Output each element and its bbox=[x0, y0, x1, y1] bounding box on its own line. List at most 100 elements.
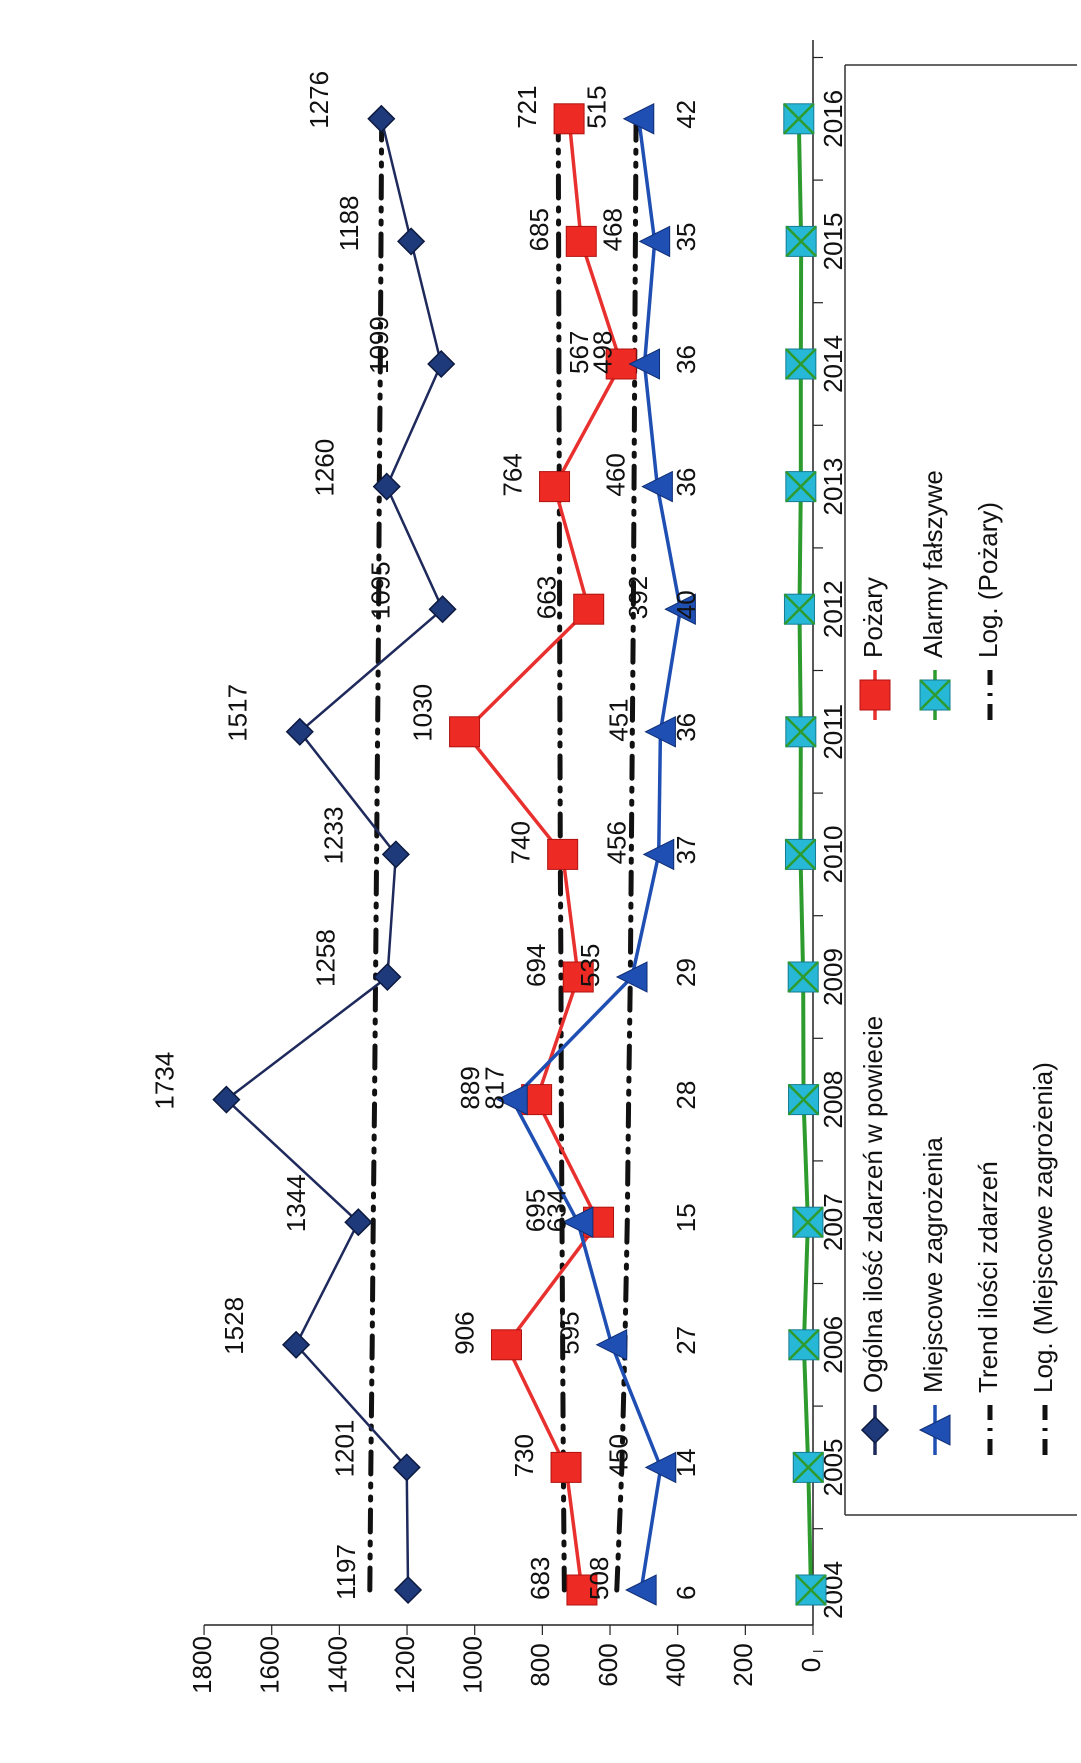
diamond-marker bbox=[367, 104, 396, 133]
data-label: 1258 bbox=[310, 929, 340, 987]
category-tick-label: 2008 bbox=[818, 1071, 848, 1129]
square-marker bbox=[539, 471, 571, 503]
legend-item-label: Log. (Miejscowe zagrożenia) bbox=[1028, 1062, 1058, 1393]
trend-line bbox=[555, 116, 567, 1593]
data-label: 634 bbox=[541, 1189, 571, 1232]
triangle-marker bbox=[615, 961, 648, 993]
data-label: 1260 bbox=[310, 439, 340, 497]
data-label: 1095 bbox=[365, 561, 395, 619]
category-tick-label: 2009 bbox=[818, 948, 848, 1006]
data-label: 695 bbox=[521, 1189, 551, 1232]
diamond-marker bbox=[373, 962, 402, 992]
data-label: 663 bbox=[532, 576, 562, 619]
xsquare-marker-cross bbox=[787, 961, 820, 993]
xsquare-marker-cross bbox=[784, 715, 817, 748]
trend-line bbox=[367, 116, 385, 1593]
legend-item-label: Alarmy fałszywe bbox=[918, 470, 948, 658]
data-label: 1517 bbox=[223, 684, 253, 742]
data-label: 392 bbox=[623, 576, 653, 619]
data-label: 468 bbox=[598, 208, 628, 251]
data-label: 498 bbox=[587, 331, 617, 374]
data-label: 1528 bbox=[219, 1297, 249, 1355]
diamond-marker bbox=[860, 1415, 890, 1445]
data-label: 906 bbox=[449, 1311, 479, 1354]
data-label: 15 bbox=[671, 1203, 701, 1232]
triangle-marker bbox=[628, 348, 661, 380]
diamond-marker bbox=[344, 1208, 373, 1237]
xsquare-marker-cross bbox=[787, 1328, 820, 1361]
triangle-marker bbox=[638, 225, 671, 258]
data-label: 1099 bbox=[364, 316, 394, 374]
legend-item-label: Miejscowe zagrożenia bbox=[918, 1137, 948, 1393]
square-marker bbox=[562, 961, 594, 993]
square-marker bbox=[859, 679, 891, 711]
data-label: 27 bbox=[671, 1326, 701, 1355]
data-label: 1197 bbox=[331, 1544, 361, 1600]
diamond-marker bbox=[285, 717, 314, 746]
xsquare-marker-cross bbox=[782, 102, 815, 135]
triangle-marker bbox=[595, 1328, 628, 1361]
triangle-marker bbox=[641, 470, 673, 503]
data-label: 515 bbox=[582, 85, 612, 128]
data-label: 460 bbox=[600, 453, 630, 496]
category-tick-label: 2015 bbox=[818, 212, 848, 270]
data-label: 36 bbox=[671, 468, 701, 497]
data-label: 14 bbox=[671, 1448, 701, 1477]
data-label: 721 bbox=[512, 85, 542, 128]
diamond-marker bbox=[397, 227, 426, 256]
data-label: 889 bbox=[455, 1066, 485, 1109]
diamond-marker bbox=[282, 1330, 311, 1359]
triangle-marker bbox=[642, 838, 675, 871]
category-tick-label: 2010 bbox=[818, 825, 848, 883]
data-label: 37 bbox=[671, 835, 701, 864]
square-marker bbox=[565, 225, 597, 257]
square-marker bbox=[547, 838, 579, 870]
data-label: 29 bbox=[671, 958, 701, 987]
triangle-marker bbox=[644, 1451, 677, 1484]
data-label: 683 bbox=[525, 1557, 555, 1600]
data-label: 28 bbox=[671, 1081, 701, 1110]
data-label: 36 bbox=[671, 713, 701, 742]
data-label: 535 bbox=[575, 944, 605, 987]
data-label: 42 bbox=[671, 100, 701, 129]
triangle-marker bbox=[918, 1414, 951, 1446]
data-label: 1201 bbox=[330, 1420, 360, 1478]
data-label: 508 bbox=[584, 1557, 614, 1600]
legend-item-label: Ogólna ilość zdarzeń w powiecie bbox=[858, 1016, 888, 1393]
square-marker bbox=[566, 1574, 598, 1606]
category-tick-label: 2016 bbox=[818, 90, 848, 148]
square-marker bbox=[550, 1451, 582, 1483]
value-tick-label: 0 bbox=[796, 1658, 826, 1672]
data-label: 451 bbox=[603, 698, 633, 741]
data-label: 36 bbox=[671, 345, 701, 374]
triangle-marker bbox=[625, 1574, 657, 1606]
diamond-marker bbox=[392, 1453, 421, 1482]
data-label: 1233 bbox=[319, 807, 349, 865]
diamond-marker bbox=[427, 349, 456, 379]
category-tick-label: 2014 bbox=[818, 335, 848, 393]
diamond-marker bbox=[212, 1085, 241, 1114]
legend-item-label: Trend ilości zdarzeń bbox=[973, 1161, 1003, 1393]
category-tick-label: 2013 bbox=[818, 458, 848, 516]
data-label: 6 bbox=[671, 1586, 701, 1600]
xsquare-marker-cross bbox=[787, 1083, 820, 1116]
value-tick-label: 1400 bbox=[322, 1636, 352, 1694]
data-label: 694 bbox=[521, 944, 551, 987]
data-label: 1276 bbox=[304, 71, 334, 129]
data-label: 817 bbox=[479, 1066, 509, 1109]
triangle-marker bbox=[622, 102, 655, 135]
xsquare-marker-cross bbox=[919, 679, 951, 711]
triangle-marker bbox=[561, 1206, 594, 1239]
diamond-marker bbox=[372, 472, 401, 501]
category-tick-label: 2006 bbox=[818, 1316, 848, 1374]
category-tick-label: 2011 bbox=[818, 704, 848, 760]
square-marker bbox=[553, 103, 585, 135]
xsquare-marker-cross bbox=[785, 225, 818, 258]
value-tick-label: 200 bbox=[728, 1643, 758, 1686]
value-tick-label: 400 bbox=[661, 1643, 691, 1686]
triangle-marker bbox=[496, 1083, 528, 1116]
value-tick-label: 1600 bbox=[255, 1636, 285, 1694]
data-label: 456 bbox=[602, 821, 632, 864]
square-marker bbox=[491, 1329, 523, 1361]
